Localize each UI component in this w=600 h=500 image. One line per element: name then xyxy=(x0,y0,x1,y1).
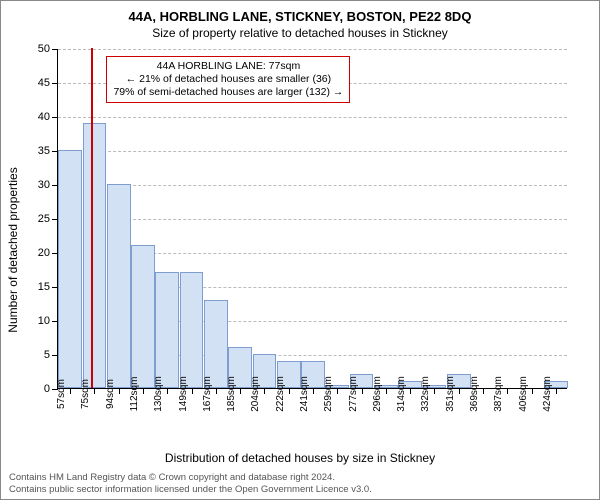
y-tick xyxy=(52,83,58,84)
x-tick-label: 259sqm xyxy=(323,376,334,412)
y-tick-label: 45 xyxy=(38,77,50,89)
x-tick-label: 94sqm xyxy=(105,379,116,409)
x-tick xyxy=(94,388,95,394)
y-tick-label: 40 xyxy=(38,111,50,123)
y-tick xyxy=(52,185,58,186)
grid-line xyxy=(58,117,567,118)
y-tick xyxy=(52,287,58,288)
annotation-line: 44A HORBLING LANE: 77sqm xyxy=(113,60,343,73)
x-tick xyxy=(362,388,363,394)
grid-line xyxy=(58,49,567,50)
y-tick-label: 30 xyxy=(38,179,50,191)
x-tick xyxy=(507,388,508,394)
x-tick-label: 222sqm xyxy=(275,376,286,412)
y-tick xyxy=(52,117,58,118)
x-tick-label: 314sqm xyxy=(396,376,407,412)
histogram-bar xyxy=(180,272,204,388)
attribution-text: Contains HM Land Registry data © Crown c… xyxy=(9,472,372,495)
y-tick xyxy=(52,355,58,356)
histogram-bar xyxy=(155,272,179,388)
x-tick xyxy=(483,388,484,394)
x-tick-label: 149sqm xyxy=(178,376,189,412)
reference-marker-line xyxy=(91,48,93,388)
x-tick-label: 185sqm xyxy=(226,376,237,412)
x-tick xyxy=(289,388,290,394)
x-tick-label: 130sqm xyxy=(153,376,164,412)
annotation-box: 44A HORBLING LANE: 77sqm← 21% of detache… xyxy=(106,56,350,103)
x-tick-label: 369sqm xyxy=(469,376,480,412)
x-tick-label: 241sqm xyxy=(299,376,310,412)
grid-line xyxy=(58,219,567,220)
y-tick-label: 25 xyxy=(38,213,50,225)
x-tick xyxy=(192,388,193,394)
histogram-bar xyxy=(131,245,155,388)
x-tick-label: 57sqm xyxy=(56,379,67,409)
x-tick xyxy=(410,388,411,394)
x-axis-title: Distribution of detached houses by size … xyxy=(1,451,599,465)
x-tick-label: 351sqm xyxy=(445,376,456,412)
x-tick-label: 406sqm xyxy=(518,376,529,412)
annotation-line: 79% of semi-detached houses are larger (… xyxy=(113,86,343,99)
y-tick xyxy=(52,219,58,220)
grid-line xyxy=(58,185,567,186)
histogram-bar xyxy=(83,123,107,388)
grid-line xyxy=(58,151,567,152)
y-tick-label: 20 xyxy=(38,247,50,259)
y-tick xyxy=(52,321,58,322)
y-tick xyxy=(52,151,58,152)
x-tick xyxy=(167,388,168,394)
x-tick xyxy=(264,388,265,394)
histogram-bar xyxy=(107,184,131,388)
x-tick-label: 167sqm xyxy=(202,376,213,412)
x-tick xyxy=(337,388,338,394)
x-tick-label: 332sqm xyxy=(420,376,431,412)
y-tick-label: 0 xyxy=(44,383,50,395)
plot-area: 0510152025303540455057sqm75sqm94sqm112sq… xyxy=(57,49,567,389)
x-tick xyxy=(313,388,314,394)
attribution-line: Contains public sector information licen… xyxy=(9,484,372,495)
y-tick-label: 15 xyxy=(38,281,50,293)
chart-title-main: 44A, HORBLING LANE, STICKNEY, BOSTON, PE… xyxy=(1,1,599,24)
x-tick xyxy=(434,388,435,394)
annotation-line: ← 21% of detached houses are smaller (36… xyxy=(113,73,343,86)
y-tick xyxy=(52,49,58,50)
y-tick-label: 50 xyxy=(38,43,50,55)
y-tick-label: 35 xyxy=(38,145,50,157)
y-tick-label: 5 xyxy=(44,349,50,361)
x-tick-label: 204sqm xyxy=(250,376,261,412)
x-tick xyxy=(240,388,241,394)
attribution-line: Contains HM Land Registry data © Crown c… xyxy=(9,472,372,483)
x-tick-label: 112sqm xyxy=(129,377,140,412)
x-tick xyxy=(459,388,460,394)
histogram-bar xyxy=(58,150,82,388)
x-tick xyxy=(386,388,387,394)
y-tick-label: 10 xyxy=(38,315,50,327)
x-tick xyxy=(143,388,144,394)
x-tick xyxy=(556,388,557,394)
x-tick xyxy=(532,388,533,394)
x-tick xyxy=(70,388,71,394)
x-tick xyxy=(119,388,120,394)
x-tick-label: 424sqm xyxy=(542,376,553,412)
chart-title-sub: Size of property relative to detached ho… xyxy=(1,24,599,40)
x-tick xyxy=(216,388,217,394)
x-tick-label: 387sqm xyxy=(493,376,504,412)
y-tick xyxy=(52,253,58,254)
histogram-bar xyxy=(204,300,228,388)
x-tick-label: 296sqm xyxy=(372,376,383,412)
x-tick-label: 277sqm xyxy=(348,376,359,412)
chart-container: 44A, HORBLING LANE, STICKNEY, BOSTON, PE… xyxy=(0,0,600,500)
y-axis-title: Number of detached properties xyxy=(6,167,20,332)
